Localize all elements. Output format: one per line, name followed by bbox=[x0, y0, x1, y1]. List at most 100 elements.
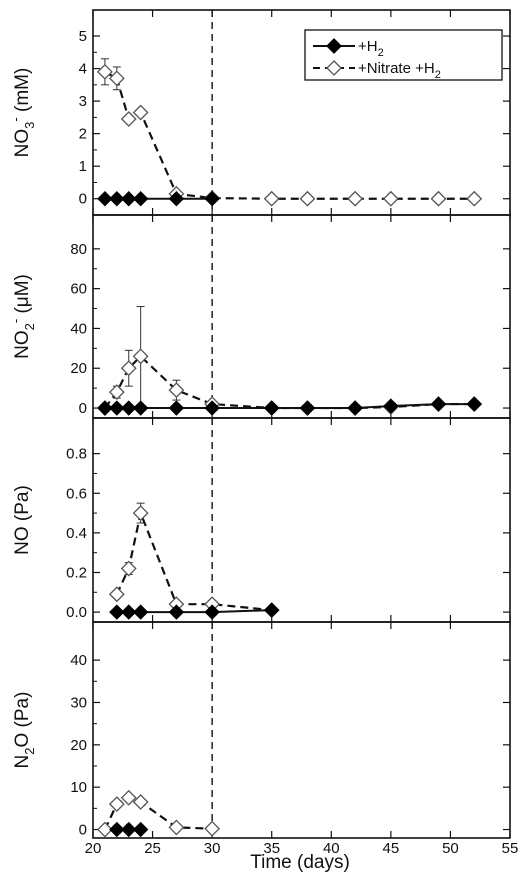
data-point bbox=[109, 400, 125, 416]
data-point bbox=[168, 400, 185, 416]
series-H2 bbox=[97, 396, 482, 416]
data-point bbox=[132, 348, 149, 365]
y-tick-label: 0.6 bbox=[66, 485, 87, 502]
y-label-main: N bbox=[12, 755, 33, 769]
series-nitrate_h2 bbox=[96, 306, 483, 416]
data-point bbox=[108, 586, 125, 603]
legend-label-main: +Nitrate +H bbox=[358, 60, 435, 77]
x-tick-label: 55 bbox=[502, 840, 519, 857]
panel-frame bbox=[92, 214, 511, 419]
data-point bbox=[168, 604, 185, 620]
data-point bbox=[466, 396, 482, 412]
data-point bbox=[132, 794, 149, 810]
data-point bbox=[299, 190, 316, 207]
data-point bbox=[120, 111, 137, 127]
y-axis-title: N2O (Pa) bbox=[12, 692, 37, 769]
panel-frame bbox=[92, 621, 511, 839]
data-point bbox=[168, 382, 185, 399]
data-point bbox=[382, 190, 399, 207]
data-point bbox=[108, 796, 125, 813]
legend: +H2+Nitrate +H2 bbox=[304, 29, 503, 81]
series-line bbox=[115, 509, 272, 612]
y-tick-label: 40 bbox=[70, 320, 87, 337]
y-axis-title: NO (Pa) bbox=[12, 485, 33, 555]
y-label-main: NO bbox=[12, 129, 33, 158]
data-point bbox=[430, 190, 447, 207]
data-point bbox=[466, 190, 483, 207]
y-label-main: NO bbox=[12, 330, 33, 359]
series-H2 bbox=[109, 821, 149, 838]
x-axis-title: Time (days) bbox=[250, 852, 350, 873]
x-tick-label: 30 bbox=[204, 840, 221, 857]
data-point bbox=[121, 191, 137, 207]
data-point bbox=[132, 400, 149, 416]
data-point bbox=[121, 400, 137, 416]
y-label-subscript: 2 bbox=[22, 747, 37, 754]
data-point bbox=[97, 191, 113, 207]
x-axis: Time (days) 20 25 30 35 40 45 50 55 bbox=[85, 840, 519, 873]
data-point bbox=[204, 820, 221, 837]
legend-label-subscript: 2 bbox=[378, 47, 384, 59]
data-point bbox=[121, 604, 137, 620]
data-point bbox=[430, 396, 447, 412]
data-point bbox=[132, 505, 149, 521]
y-tick-label: 3 bbox=[79, 93, 87, 110]
y-label-unit: (mM) bbox=[12, 68, 33, 118]
data-point bbox=[347, 190, 364, 207]
y-tick-label: 1 bbox=[79, 158, 87, 175]
legend-label: +Nitrate +H2 bbox=[358, 60, 441, 81]
y-tick-label: 0.0 bbox=[66, 604, 87, 621]
data-point bbox=[299, 400, 316, 416]
legend-marker bbox=[326, 38, 342, 54]
data-point bbox=[204, 400, 220, 416]
data-point bbox=[264, 602, 280, 618]
data-point bbox=[264, 400, 280, 416]
y-tick-label: 4 bbox=[79, 61, 87, 78]
data-point bbox=[120, 560, 137, 577]
panel-no: 0.0 0.2 0.4 0.6 0.8 NO (Pa) bbox=[12, 417, 511, 623]
series-H2 bbox=[97, 191, 220, 207]
y-tick-label: 60 bbox=[70, 281, 87, 298]
data-point bbox=[109, 821, 125, 838]
series-nitrate_h2 bbox=[96, 789, 221, 838]
data-point bbox=[204, 191, 220, 207]
y-axis-title: NO3- (mM) bbox=[8, 68, 37, 158]
data-point bbox=[120, 360, 137, 377]
y-tick-label: 0 bbox=[79, 191, 87, 208]
data-point bbox=[109, 191, 125, 207]
panel-frame bbox=[92, 417, 511, 623]
data-point bbox=[168, 819, 185, 836]
y-label-unit: O (Pa) bbox=[12, 692, 33, 748]
x-tick-label: 25 bbox=[144, 840, 161, 857]
series-nitrate_h2 bbox=[96, 58, 483, 207]
data-point bbox=[132, 604, 149, 620]
legend-label-subscript: 2 bbox=[435, 69, 441, 81]
data-point bbox=[168, 191, 185, 207]
legend-label-main: +H bbox=[358, 38, 378, 55]
y-tick-label: 30 bbox=[70, 694, 87, 711]
data-point bbox=[97, 400, 113, 416]
y-tick-label: 40 bbox=[70, 652, 87, 669]
y-tick-label: 2 bbox=[79, 126, 87, 143]
y-label-superscript: - bbox=[8, 319, 23, 323]
data-point bbox=[108, 384, 125, 401]
y-tick-label: 20 bbox=[70, 360, 87, 377]
data-point bbox=[383, 398, 399, 414]
data-point bbox=[132, 191, 149, 207]
x-tick-label: 35 bbox=[263, 840, 280, 857]
y-tick-label: 0 bbox=[79, 822, 87, 839]
series-H2 bbox=[109, 602, 280, 620]
series-line bbox=[104, 354, 475, 410]
data-point bbox=[109, 604, 125, 620]
legend-label: +H2 bbox=[358, 38, 384, 59]
panel-no2: 0 20 40 60 80 NO2- (μM) bbox=[8, 214, 511, 419]
x-tick-label: 40 bbox=[323, 840, 340, 857]
x-tick-label: 50 bbox=[442, 840, 459, 857]
y-label-subscript: 2 bbox=[22, 323, 37, 330]
y-tick-label: 0 bbox=[79, 400, 87, 417]
y-label-superscript: - bbox=[8, 117, 23, 121]
data-point bbox=[347, 400, 363, 416]
